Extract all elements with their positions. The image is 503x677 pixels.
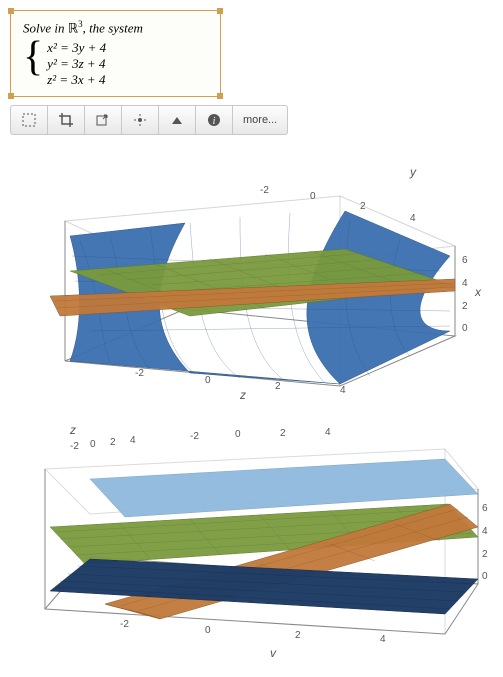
axis-y-label: y	[409, 165, 417, 179]
svg-text:4: 4	[380, 634, 386, 645]
surface-plot-2[interactable]: z v -2 0 2 4 -2 0 2 4 0 2 4 6 -2 0 2 4	[10, 409, 493, 659]
svg-text:2: 2	[482, 549, 488, 560]
ticks-right: 0 2 4 6	[462, 255, 468, 334]
svg-text:0: 0	[482, 571, 488, 582]
svg-text:4: 4	[325, 427, 331, 438]
surface-plot-1[interactable]: y x z -2 0 2 4 0 2 4 6 -2 0 2 4	[10, 141, 493, 401]
svg-text:0: 0	[205, 375, 211, 386]
svg-text:2: 2	[275, 381, 281, 392]
svg-text:-2: -2	[190, 431, 199, 442]
crop-button[interactable]	[47, 105, 85, 135]
svg-text:4: 4	[482, 526, 488, 537]
brightness-button[interactable]	[121, 105, 159, 135]
ticks-top: -2 0 2 4	[260, 185, 416, 224]
svg-text:4: 4	[410, 213, 416, 224]
axis-z-label: z	[239, 388, 246, 401]
svg-text:0: 0	[205, 625, 211, 636]
axis-x-label: x	[474, 285, 482, 299]
svg-text:2: 2	[110, 437, 116, 448]
svg-text:0: 0	[235, 429, 241, 440]
svg-text:4: 4	[340, 385, 346, 396]
brace-icon: {	[23, 36, 43, 78]
svg-text:6: 6	[462, 255, 468, 266]
svg-text:0: 0	[310, 191, 316, 202]
equation-2: y² = 3z + 4	[47, 56, 106, 72]
svg-text:-2: -2	[70, 441, 79, 452]
svg-text:0: 0	[462, 323, 468, 334]
ticks-right-2: 0 2 4 6	[482, 503, 488, 582]
select-tool-button[interactable]	[10, 105, 48, 135]
equation-panel: Solve in ℝ3, the system { x² = 3y + 4 y²…	[10, 10, 221, 97]
equation-1: x² = 3y + 4	[47, 40, 106, 56]
more-button[interactable]: more...	[232, 105, 288, 135]
svg-text:4: 4	[462, 278, 468, 289]
axis-v-label: v	[270, 646, 277, 659]
equation-title: Solve in ℝ3, the system	[23, 19, 208, 36]
svg-text:0: 0	[90, 439, 96, 450]
svg-text:i: i	[213, 116, 216, 127]
axis-z-label-2: z	[69, 423, 76, 437]
svg-text:2: 2	[280, 428, 286, 439]
export-button[interactable]	[84, 105, 122, 135]
equation-3: z² = 3x + 4	[47, 72, 106, 88]
svg-text:4: 4	[130, 435, 136, 446]
svg-text:-2: -2	[135, 368, 144, 379]
svg-text:6: 6	[482, 503, 488, 514]
svg-text:2: 2	[295, 630, 301, 641]
plot-toolbar: i more...	[10, 105, 288, 135]
svg-text:-2: -2	[260, 185, 269, 196]
svg-text:2: 2	[360, 201, 366, 212]
svg-text:-2: -2	[120, 619, 129, 630]
ticks-bottom-2: -2 0 2 4	[120, 619, 386, 645]
perspective-button[interactable]	[158, 105, 196, 135]
ticks-top-2: -2 0 2 4 -2 0 2 4	[70, 427, 331, 452]
svg-text:2: 2	[462, 301, 468, 312]
info-button[interactable]: i	[195, 105, 233, 135]
